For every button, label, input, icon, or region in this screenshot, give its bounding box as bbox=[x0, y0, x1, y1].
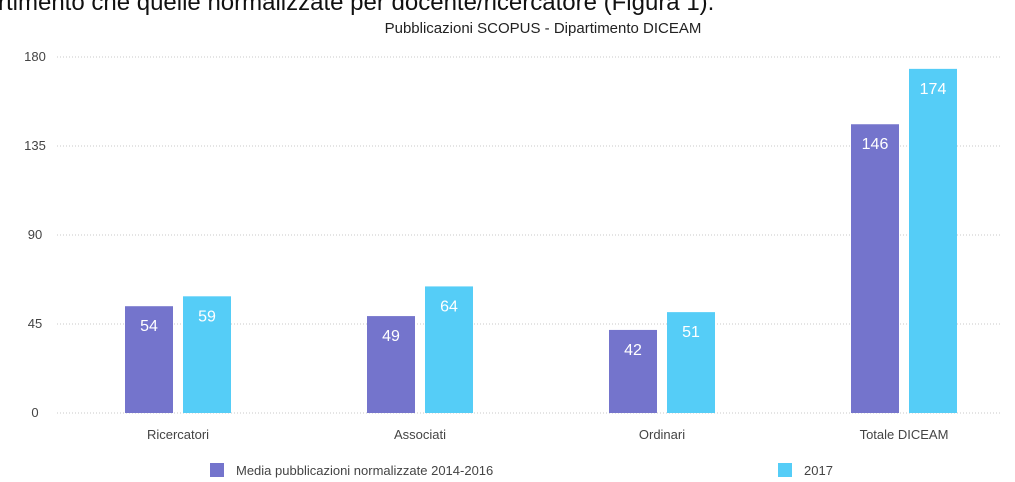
legend-label: 2017 bbox=[804, 463, 833, 478]
data-label: 54 bbox=[140, 318, 158, 335]
data-label: 64 bbox=[440, 298, 458, 315]
x-tick-label: Totale DICEAM bbox=[860, 427, 949, 442]
data-label: 42 bbox=[624, 342, 642, 359]
bar bbox=[425, 286, 473, 413]
page-text: rtimento che quelle normalizzate per doc… bbox=[0, 0, 714, 16]
chart-title: Pubblicazioni SCOPUS - Dipartimento DICE… bbox=[385, 20, 702, 37]
bar bbox=[667, 312, 715, 413]
y-tick-label: 135 bbox=[24, 138, 46, 153]
y-tick-label: 45 bbox=[28, 316, 42, 331]
legend-swatch bbox=[778, 463, 792, 477]
y-tick-label: 0 bbox=[31, 405, 38, 420]
data-label: 174 bbox=[920, 81, 947, 98]
legend-label: Media pubblicazioni normalizzate 2014-20… bbox=[236, 463, 493, 478]
bar bbox=[609, 329, 657, 413]
data-label: 146 bbox=[862, 136, 889, 153]
bar bbox=[909, 68, 957, 413]
bar bbox=[125, 306, 173, 413]
legend-swatch bbox=[210, 463, 224, 477]
bar bbox=[183, 296, 231, 413]
y-tick-label: 180 bbox=[24, 49, 46, 64]
data-label: 49 bbox=[382, 328, 400, 345]
x-tick-label: Ordinari bbox=[639, 427, 685, 442]
x-tick-label: Associati bbox=[394, 427, 446, 442]
data-label: 59 bbox=[198, 308, 216, 325]
data-label: 51 bbox=[682, 324, 700, 341]
bar bbox=[851, 124, 899, 413]
bar bbox=[367, 316, 415, 413]
y-tick-label: 90 bbox=[28, 227, 42, 242]
x-tick-label: Ricercatori bbox=[147, 427, 209, 442]
